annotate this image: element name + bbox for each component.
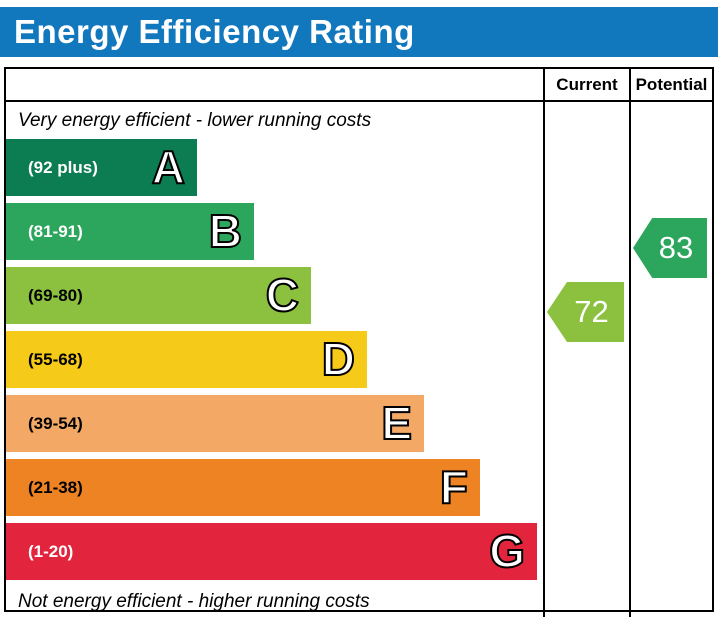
band-A: (92 plus) A [6, 139, 197, 196]
band-letter: A [151, 140, 186, 193]
column-header-potential: Potential [629, 69, 712, 100]
bands-area: Very energy efficient - lower running co… [6, 102, 543, 617]
header-spacer-cell [6, 69, 543, 100]
band-letter: D [321, 332, 356, 385]
band-E: (39-54) E [6, 395, 424, 452]
table-header-row: Current Potential [6, 69, 712, 102]
band-letter: G [488, 524, 526, 577]
band-letter: B [208, 204, 243, 257]
band-letter: E [380, 396, 413, 449]
band-F: (21-38) F [6, 459, 480, 516]
band-letter: F [439, 460, 469, 513]
current-rating-arrow: 72 [547, 282, 624, 342]
band-B: (81-91) B [6, 203, 254, 260]
band-range-label: (39-54) [28, 413, 83, 433]
band-range-label: (21-38) [28, 477, 83, 497]
column-header-current: Current [543, 69, 629, 100]
band-G: (1-20) G [6, 523, 537, 580]
top-note: Very energy efficient - lower running co… [18, 109, 372, 131]
rating-table: Current Potential Very energy efficient … [4, 67, 714, 617]
band-range-label: (55-68) [28, 349, 83, 369]
page-title: Energy Efficiency Rating [14, 13, 415, 50]
band-range-label: (92 plus) [28, 157, 98, 177]
band-C: (69-80) C [6, 267, 311, 324]
potential-rating-arrow-value: 83 [658, 230, 694, 265]
table-body-row: Very energy efficient - lower running co… [6, 102, 712, 617]
current-rating-column: 72 [543, 102, 629, 617]
band-range-label: (81-91) [28, 221, 83, 241]
band-range-label: (1-20) [28, 541, 74, 561]
band-letter: C [265, 268, 300, 321]
title-bar: Energy Efficiency Rating [0, 7, 718, 57]
bands: (92 plus) A (81-91) B (69-80) C (55-68) D (39-54… [6, 139, 543, 580]
band-range-label: (69-80) [28, 285, 83, 305]
current-rating-arrow-value: 72 [574, 294, 609, 329]
band-D: (55-68) D [6, 331, 367, 388]
potential-rating-arrow: 83 [633, 218, 707, 278]
potential-rating-column: 83 [629, 102, 712, 617]
bottom-note: Not energy efficient - higher running co… [18, 591, 370, 612]
